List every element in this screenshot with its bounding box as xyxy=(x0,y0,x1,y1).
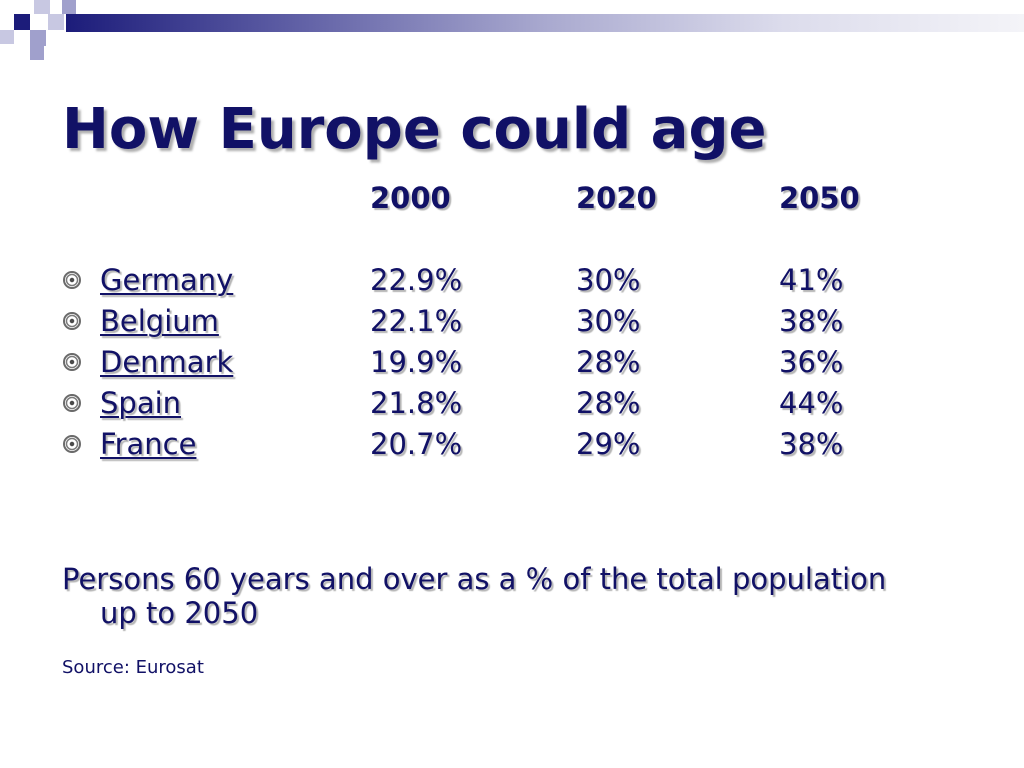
country-link-spain[interactable]: Spain xyxy=(100,386,182,420)
country-link-belgium[interactable]: Belgium xyxy=(100,304,219,338)
chart-caption: Persons 60 years and over as a % of the … xyxy=(62,562,962,630)
value-2020: 28% xyxy=(576,345,641,379)
country-link-germany[interactable]: Germany xyxy=(100,263,234,297)
value-2050: 38% xyxy=(779,304,844,338)
value-2020: 30% xyxy=(576,263,641,297)
table-row: Belgium 22.1% 30% 38% xyxy=(0,301,1024,342)
table-row: Germany 22.9% 30% 41% xyxy=(0,260,1024,301)
corner-square-mid xyxy=(30,30,46,46)
circle-bullet-icon xyxy=(63,353,81,371)
circle-bullet-icon xyxy=(63,312,81,330)
column-header-2020: 2020 xyxy=(576,181,657,215)
value-2000: 21.8% xyxy=(370,386,463,420)
corner-square-light xyxy=(48,14,64,30)
value-2050: 36% xyxy=(779,345,844,379)
value-2050: 38% xyxy=(779,427,844,461)
circle-bullet-icon xyxy=(63,271,81,289)
circle-bullet-icon xyxy=(63,394,81,412)
corner-square-mid xyxy=(30,46,44,60)
header-gradient-band xyxy=(66,14,1024,32)
value-2050: 41% xyxy=(779,263,844,297)
value-2050: 44% xyxy=(779,386,844,420)
slide-title: How Europe could age xyxy=(62,97,767,162)
value-2020: 29% xyxy=(576,427,641,461)
table-row: Denmark 19.9% 28% 36% xyxy=(0,342,1024,383)
value-2000: 19.9% xyxy=(370,345,463,379)
value-2000: 22.1% xyxy=(370,304,463,338)
country-link-denmark[interactable]: Denmark xyxy=(100,345,234,379)
corner-square-light xyxy=(34,0,50,14)
source-note: Source: Eurosat xyxy=(62,657,204,678)
value-2020: 30% xyxy=(576,304,641,338)
circle-bullet-icon xyxy=(63,435,81,453)
value-2000: 22.9% xyxy=(370,263,463,297)
value-2020: 28% xyxy=(576,386,641,420)
value-2000: 20.7% xyxy=(370,427,463,461)
caption-line-2: up to 2050 xyxy=(100,596,259,630)
corner-square-mid xyxy=(62,0,76,14)
corner-square-dark xyxy=(14,14,30,30)
table-row: France 20.7% 29% 38% xyxy=(0,424,1024,465)
country-link-france[interactable]: France xyxy=(100,427,197,461)
column-header-2050: 2050 xyxy=(779,181,860,215)
caption-line-1: Persons 60 years and over as a % of the … xyxy=(62,562,887,596)
table-row: Spain 21.8% 28% 44% xyxy=(0,383,1024,424)
corner-square-light xyxy=(0,30,14,44)
column-header-2000: 2000 xyxy=(370,181,451,215)
